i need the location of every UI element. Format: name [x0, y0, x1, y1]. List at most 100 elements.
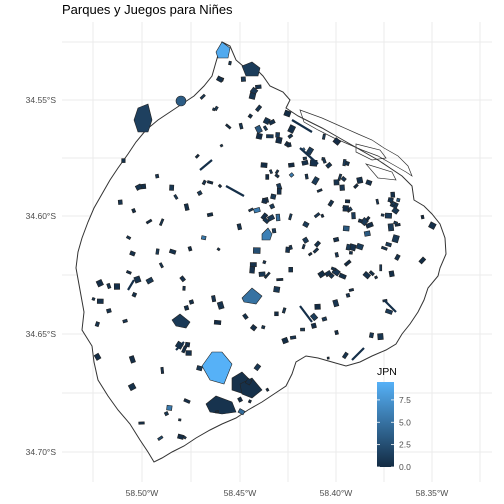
park [131, 291, 138, 298]
park [326, 356, 330, 360]
park [363, 230, 371, 237]
park [388, 270, 395, 278]
park [93, 352, 102, 361]
park [160, 366, 165, 374]
park [166, 404, 173, 411]
park [169, 184, 175, 191]
park [342, 225, 350, 232]
park [241, 287, 263, 305]
park [236, 223, 243, 231]
park [125, 235, 132, 240]
park [138, 421, 145, 425]
park [117, 199, 123, 205]
park [187, 245, 193, 252]
park [175, 95, 187, 107]
park [168, 248, 177, 255]
park [342, 205, 349, 212]
park-strip [291, 119, 313, 133]
park [338, 272, 347, 280]
park [106, 282, 112, 290]
park [238, 122, 244, 130]
park [333, 179, 340, 186]
y-tick-label: 34.55°S [26, 95, 57, 105]
park [351, 212, 356, 220]
park [254, 124, 263, 134]
park-strip [225, 185, 245, 197]
y-axis-ticks: 34.55°S 34.60°S 34.65°S 34.70°S [26, 95, 57, 457]
park [357, 218, 363, 224]
park [134, 183, 143, 191]
park [266, 214, 276, 222]
park [270, 193, 277, 200]
park [302, 220, 310, 228]
park [265, 387, 270, 392]
x-tick-label: 58.45°W [224, 488, 257, 498]
park [377, 333, 384, 341]
park [380, 245, 388, 251]
park [269, 203, 276, 210]
park [196, 365, 203, 372]
park [287, 124, 297, 134]
park [201, 179, 207, 186]
park [157, 435, 164, 441]
park [341, 351, 349, 360]
park [283, 109, 292, 118]
park [274, 173, 280, 179]
park [348, 287, 355, 292]
park [348, 250, 353, 255]
park [255, 104, 263, 113]
park [289, 335, 297, 340]
park [106, 308, 112, 314]
park [368, 270, 375, 277]
park [145, 218, 153, 225]
park [247, 399, 252, 404]
park [237, 408, 246, 416]
park [173, 194, 179, 200]
legend-colorbar [377, 382, 394, 467]
park [391, 206, 400, 215]
park [327, 199, 335, 207]
park [418, 256, 427, 265]
legend-tick-label: 0.0 [399, 462, 411, 472]
park [183, 398, 191, 404]
park [263, 271, 271, 279]
park [344, 199, 351, 204]
park [122, 318, 128, 324]
park [214, 410, 220, 414]
park [374, 275, 379, 280]
park-strip [299, 305, 313, 323]
park [155, 248, 160, 255]
park [255, 132, 263, 140]
park [206, 180, 214, 185]
park [199, 93, 206, 100]
park [260, 162, 268, 169]
y-tick-label: 34.70°S [26, 447, 57, 457]
park [288, 172, 295, 178]
legend: JPN 0.0 2.5 5.0 7.5 [377, 366, 411, 472]
park [304, 173, 309, 180]
park [339, 184, 345, 191]
park [334, 252, 339, 258]
park [206, 212, 214, 218]
park [334, 329, 339, 336]
park [258, 271, 266, 277]
park [242, 313, 249, 320]
park [317, 270, 326, 279]
park-strip [199, 159, 213, 171]
park [316, 188, 323, 193]
park-large-south-blue [201, 351, 233, 385]
park [313, 240, 322, 248]
park [171, 313, 191, 329]
park [91, 297, 96, 302]
park [273, 286, 281, 293]
park [328, 272, 335, 279]
park-strip [127, 279, 135, 291]
park [268, 118, 276, 126]
park [322, 158, 327, 164]
park-north-tip [215, 41, 231, 59]
park [94, 321, 100, 328]
park [387, 197, 394, 203]
park [237, 396, 243, 403]
park [125, 270, 132, 275]
